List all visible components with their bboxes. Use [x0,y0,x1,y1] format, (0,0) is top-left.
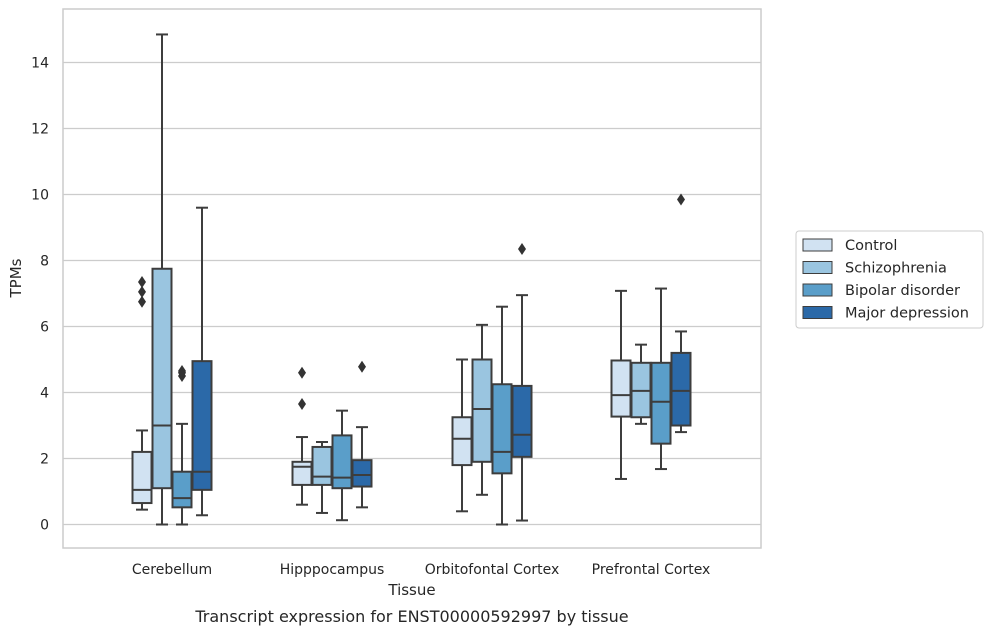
x-axis-label: Tissue [387,581,435,599]
box-body [331,434,353,490]
box-body [291,460,313,486]
box-1-2 [331,409,353,522]
outlier-point [138,295,146,308]
plot-area-frame [62,8,762,549]
legend-label: Schizophrenia [845,261,947,277]
box-body [471,358,493,463]
y-axis-label: TPMs [7,258,25,298]
box-3-0 [610,289,632,480]
box-3-1 [630,343,652,425]
y-tick-label: 14 [31,56,49,72]
x-tick-label: Hipppocampus [280,562,385,578]
outlier-point [298,366,306,379]
y-gridlines [63,61,761,526]
outlier-point [518,242,526,255]
box-2-2 [491,305,513,526]
legend: Control Schizophrenia Bipolar disorder Majo… [795,230,984,329]
box-body [171,470,193,509]
chart-caption: Transcript expression for ENST0000059299… [194,607,628,626]
legend-label: Bipolar disorder [845,283,960,299]
y-tick-label: 6 [40,320,49,336]
box-body [511,384,533,458]
box-body [451,416,473,467]
legend-swatch [802,261,833,274]
box-body [151,267,173,490]
legend-label: Major depression [845,306,969,322]
legend-frame [795,230,984,329]
x-tick-label: Orbitofontal Cortex [425,562,560,578]
box-body [491,383,513,475]
legend-swatch [802,283,833,297]
x-tick-labels: Cerebellum Hipppocampus Orbitofontal Corte… [132,562,710,578]
box-2-1 [471,323,493,496]
box-body [191,360,213,491]
box-body [351,459,373,488]
box-0-3 [191,206,213,517]
outlier-point [138,285,146,298]
legend-swatch [802,306,833,319]
y-tick-label: 10 [31,188,49,204]
box-2-0 [451,358,473,513]
y-tick-label: 4 [40,386,49,402]
x-tick-label: Prefrontal Cortex [592,562,711,578]
box-0-1 [151,33,173,526]
x-tick-label: Cerebellum [132,562,212,578]
box-body [610,359,632,418]
y-tick-label: 12 [31,122,49,138]
box-1-1 [311,441,333,514]
outlier-point [298,398,306,411]
box-2-3 [511,242,533,522]
box-3-3 [670,193,692,434]
box-0-0 [131,275,153,511]
outlier-point [138,275,146,288]
box-body [670,351,692,427]
box-0-2 [171,365,193,526]
legend-swatch [802,238,833,252]
box-body [650,361,672,445]
y-tick-label: 2 [40,452,49,468]
outlier-point [178,365,186,378]
legend-label: Control [845,238,897,254]
box-3-2 [650,287,672,471]
y-tick-label: 0 [40,518,49,534]
box-body [311,445,333,486]
box-1-0 [291,366,313,506]
boxes-layer [131,33,692,526]
box-1-3 [351,360,373,509]
outlier-point [677,193,685,206]
y-tick-labels: 0 2 4 6 8 10 12 14 [31,56,49,534]
y-tick-label: 8 [40,254,49,270]
box-body [131,450,153,505]
outlier-point [358,360,366,373]
